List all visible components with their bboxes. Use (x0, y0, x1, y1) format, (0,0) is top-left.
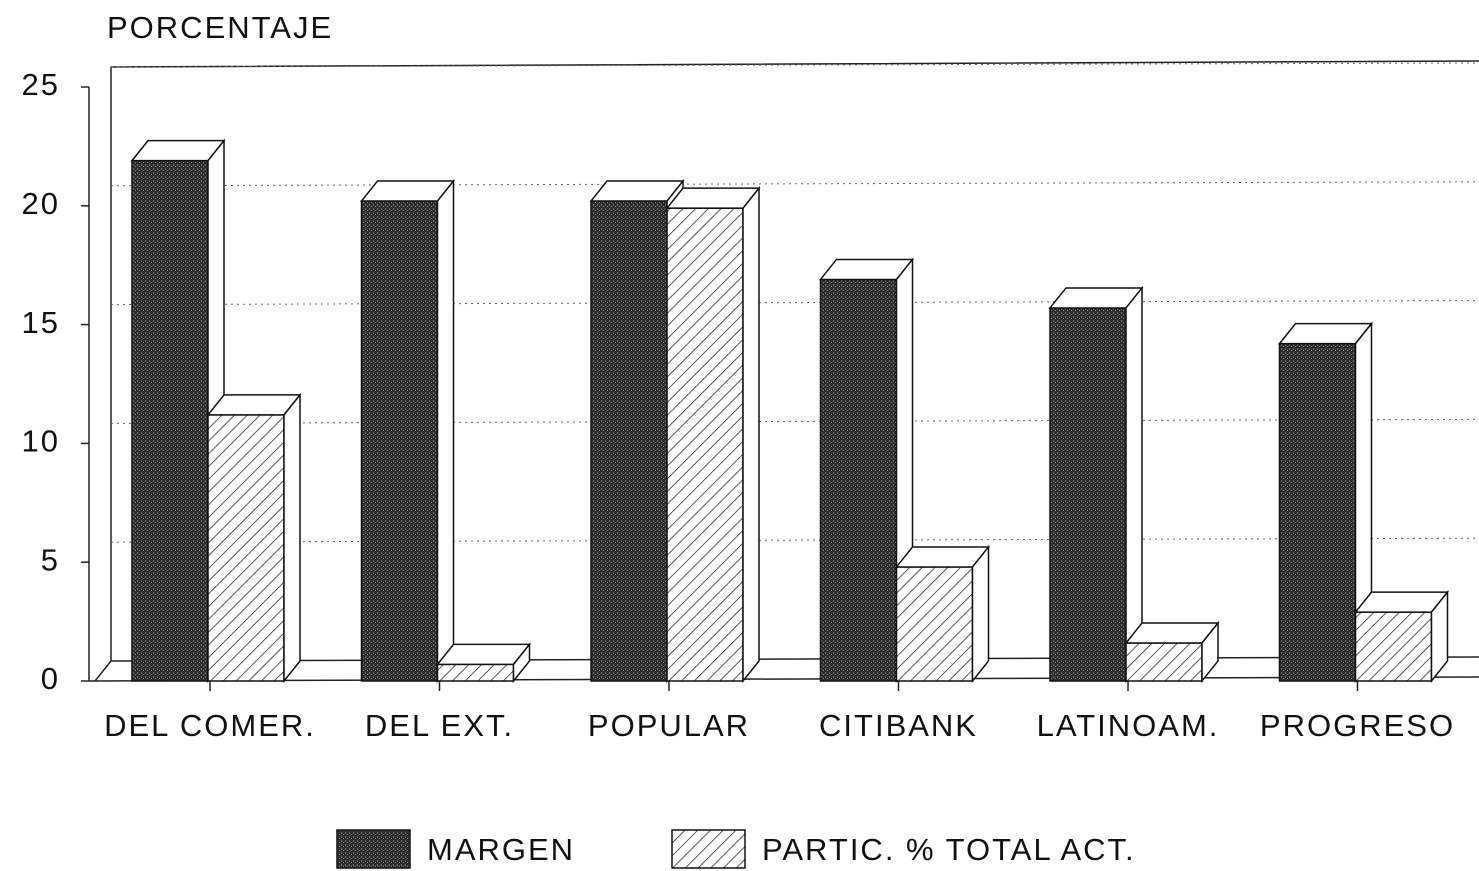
y-tick-label: 5 (41, 542, 60, 577)
grid-line (110, 300, 1479, 306)
bar (359, 178, 456, 684)
legend-label: MARGEN (427, 832, 575, 867)
bar-front (1278, 342, 1357, 682)
y-tick-label: 0 (41, 661, 60, 696)
y-tick-label: 20 (22, 186, 60, 221)
bar-front (1125, 642, 1203, 682)
y-tick-label: 10 (22, 424, 60, 459)
bar-side (742, 186, 760, 684)
bar (1353, 589, 1450, 684)
grid-line (110, 62, 1479, 68)
bar-side (1201, 620, 1219, 684)
legend-swatch (336, 829, 411, 869)
bar (894, 544, 991, 684)
bar-front (895, 566, 974, 682)
bar-side (436, 178, 455, 684)
floor (88, 676, 1479, 682)
bar (1277, 321, 1374, 684)
bar (206, 392, 302, 684)
bar (1124, 620, 1220, 684)
bar-front (1049, 307, 1127, 682)
bar (435, 642, 532, 684)
x-tick-label: CITIBANK (819, 708, 978, 743)
x-tick-label: DEL EXT. (365, 708, 514, 743)
bar-side (283, 392, 301, 684)
floor-back (110, 656, 1479, 662)
bar-side (512, 642, 531, 684)
bar-side (1430, 589, 1449, 684)
x-tick-label: DEL COMER. (104, 708, 316, 743)
bar-front (360, 200, 439, 682)
legend-swatch (671, 829, 746, 869)
bar-side (971, 544, 990, 684)
grid-line (110, 537, 1479, 543)
y-axis-title: PORCENTAJE (107, 10, 333, 45)
bar-front (590, 200, 668, 682)
back-wall (94, 60, 1479, 682)
bar-side (1125, 285, 1143, 684)
x-tick-label: LATINOAM. (1037, 708, 1220, 743)
grid-line (110, 418, 1479, 424)
y-tick-label: 25 (22, 67, 60, 102)
bar-front (436, 663, 515, 682)
y-tick-label: 15 (22, 305, 60, 340)
bar (1048, 285, 1144, 684)
x-tick-label: POPULAR (588, 708, 750, 743)
legend-label: PARTIC. % TOTAL ACT. (762, 832, 1136, 867)
bar-front (207, 414, 285, 682)
bar-front (131, 159, 209, 682)
x-tick-label: PROGRESO (1260, 708, 1455, 743)
bar (665, 186, 761, 684)
bar-front (819, 278, 898, 682)
bar-front (1354, 611, 1433, 682)
grid-line (110, 181, 1479, 187)
bar-front (666, 207, 744, 682)
